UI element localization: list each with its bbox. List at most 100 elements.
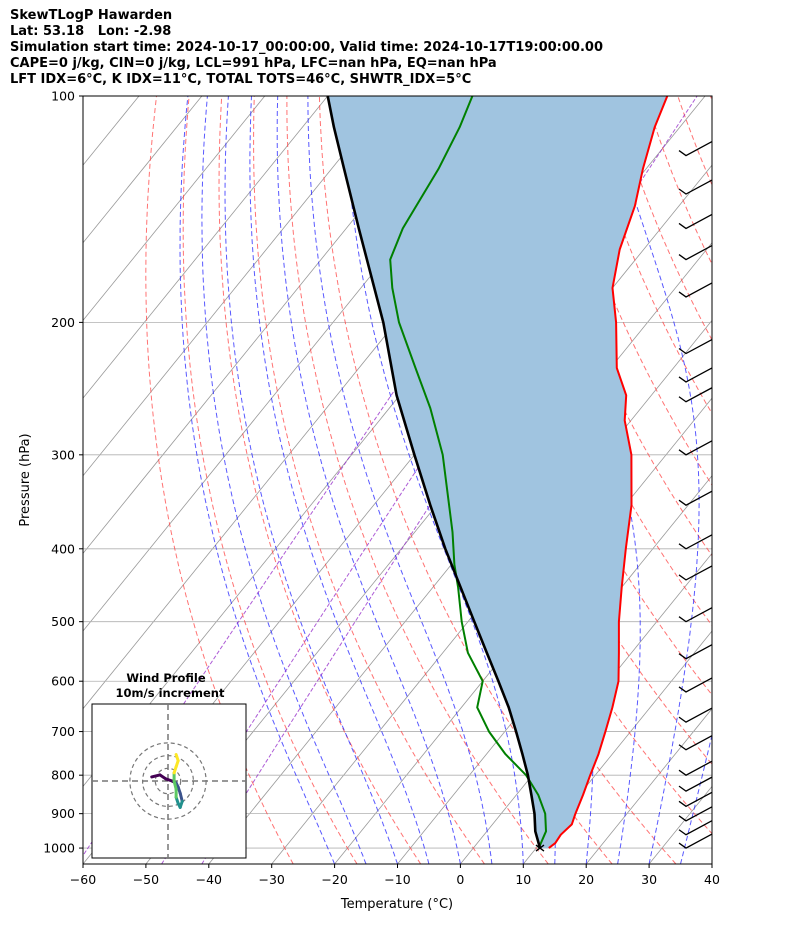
x-tick-label: −40 <box>196 872 222 887</box>
moist-adiabat <box>343 96 524 864</box>
wind-barb <box>678 791 713 808</box>
x-tick-label: −20 <box>321 872 347 887</box>
wind-barb <box>678 534 713 550</box>
wind-barb <box>678 244 713 261</box>
x-tick-label: 0 <box>456 872 464 887</box>
cape-shading <box>327 96 668 849</box>
wind-barb <box>678 735 713 751</box>
dry-adiabat <box>644 96 712 266</box>
isotherm-line <box>83 96 328 399</box>
moist-adiabat <box>711 862 712 864</box>
isotherm-line <box>775 96 794 864</box>
x-tick-label: 20 <box>578 872 594 887</box>
isotherm-line <box>83 96 391 477</box>
moist-adiabat <box>249 96 430 864</box>
time-info: Simulation start time: 2024-10-17_00:00:… <box>10 40 603 55</box>
wind-barb <box>678 833 713 849</box>
isotherm-line <box>522 630 712 864</box>
dewpoint-line <box>389 96 547 849</box>
dry-adiabat <box>286 96 549 864</box>
y-tick-label: 500 <box>51 614 75 629</box>
wind-barbs <box>678 140 713 849</box>
y-tick-label: 700 <box>51 724 75 739</box>
x-tick-label: −60 <box>70 872 96 887</box>
isotherm-line <box>83 96 266 322</box>
y-axis-ticks: 1000 900 800 700 600 500 400 300 200 100 <box>43 89 83 856</box>
wind-barb <box>678 776 713 792</box>
y-tick-label: 800 <box>51 768 75 783</box>
wind-barb <box>678 490 713 506</box>
dry-adiabat <box>677 96 712 187</box>
location-info: Lat: 53.18 Lon: -2.98 <box>10 24 172 39</box>
dry-adiabat <box>709 96 712 102</box>
wind-barb <box>678 367 713 383</box>
wind-barb <box>678 820 713 836</box>
hodograph-inset: Wind Profile 10m/s increment <box>91 671 247 859</box>
wind-barb <box>678 179 713 195</box>
wind-barb <box>678 282 713 298</box>
hodograph-subtitle: 10m/s increment <box>116 686 225 700</box>
y-axis-label: Pressure (hPa) <box>18 433 33 526</box>
moist-adiabat <box>201 96 367 864</box>
moist-adiabat <box>680 733 712 864</box>
x-tick-label: 30 <box>641 872 657 887</box>
x-tick-label: 10 <box>515 872 531 887</box>
isotherm-line <box>0 96 76 864</box>
wind-barb <box>678 677 713 693</box>
wind-barb <box>678 140 713 157</box>
isotherm-line <box>334 397 712 864</box>
x-axis-ticks: −60 −50 −40 −30 −20 −10 0 10 20 30 40 <box>70 864 720 887</box>
y-tick-label: 900 <box>51 806 75 821</box>
wind-barb <box>678 387 713 403</box>
wind-barb <box>678 760 713 776</box>
surface-marker <box>535 844 545 852</box>
chart-header: SkewTLogP Hawarden Lat: 53.18 Lon: -2.98… <box>10 8 603 88</box>
parcel-line <box>326 96 542 849</box>
isotherm-line <box>83 96 454 555</box>
hodograph-plot <box>92 704 246 858</box>
y-tick-label: 200 <box>51 315 75 330</box>
moist-adiabat <box>604 96 700 864</box>
x-tick-label: −50 <box>133 872 159 887</box>
wind-barb <box>678 440 713 456</box>
hodograph-segment <box>174 753 180 763</box>
hodograph-title: Wind Profile <box>126 671 206 685</box>
wind-barb <box>678 338 713 355</box>
y-tick-label: 600 <box>51 674 75 689</box>
isotherm-line <box>83 96 203 244</box>
dry-adiabat <box>182 96 358 864</box>
cin-shaded-area <box>327 96 668 849</box>
y-tick-label: 100 <box>51 89 75 104</box>
y-tick-label: 300 <box>51 447 75 462</box>
wind-barb <box>678 607 713 623</box>
dry-adiabat <box>743 96 794 864</box>
moist-adiabat <box>307 96 493 864</box>
isotherm-line <box>648 785 712 864</box>
mixing-ratio-line <box>201 96 698 864</box>
moist-adiabat <box>179 96 336 864</box>
index-info: LFT IDX=6°C, K IDX=11°C, TOTAL TOTS=46°C… <box>10 72 472 87</box>
dry-adiabat <box>776 96 794 864</box>
wind-barb <box>678 707 713 723</box>
x-tick-label: 40 <box>704 872 720 887</box>
isotherm-line <box>711 863 712 864</box>
y-tick-label: 1000 <box>43 841 75 856</box>
y-tick-label: 400 <box>51 541 75 556</box>
wind-barb <box>678 213 713 230</box>
dry-adiabat <box>612 96 712 341</box>
dry-adiabat <box>145 96 294 864</box>
x-axis-label: Temperature (°C) <box>340 897 453 912</box>
wind-barb <box>678 806 713 822</box>
moist-adiabat <box>224 96 398 864</box>
x-tick-label: −10 <box>384 872 410 887</box>
moist-adiabat <box>276 96 461 864</box>
isotherm-line <box>585 708 712 864</box>
dry-adiabat <box>253 96 485 864</box>
dry-adiabat <box>547 96 712 486</box>
wind-barb <box>678 644 713 660</box>
chart-title: SkewTLogP Hawarden <box>10 8 173 23</box>
cape-info: CAPE=0 j/kg, CIN=0 j/kg, LCL=991 hPa, LF… <box>10 56 497 71</box>
isotherm-line <box>0 96 13 864</box>
temperature-line <box>548 96 669 849</box>
